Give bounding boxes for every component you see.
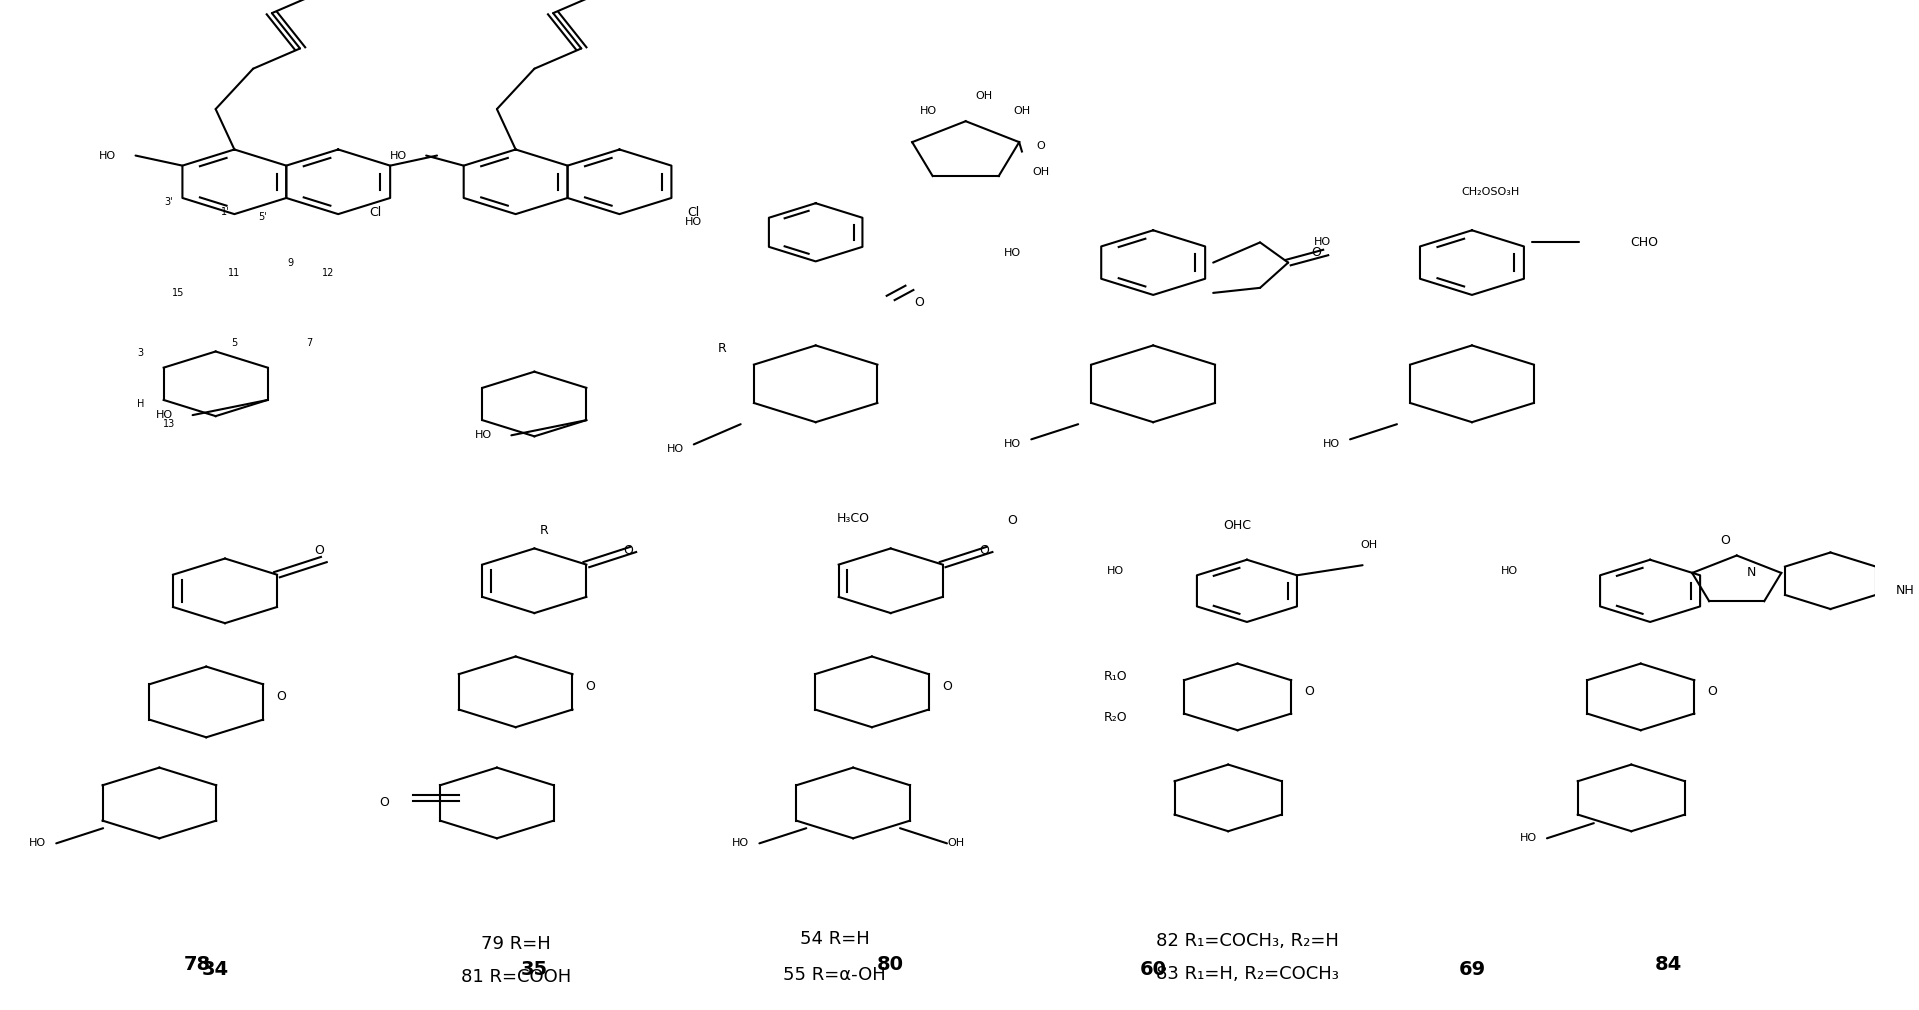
Text: HO: HO <box>1004 439 1021 449</box>
Text: OH: OH <box>948 838 965 848</box>
Text: OH: OH <box>1032 167 1050 177</box>
Text: O: O <box>585 681 595 693</box>
Text: OHC: OHC <box>1224 519 1251 531</box>
Text: 5: 5 <box>232 338 238 348</box>
Text: 80: 80 <box>877 955 904 974</box>
Text: HO: HO <box>666 444 683 454</box>
Text: HO: HO <box>100 150 115 161</box>
Text: 7: 7 <box>307 338 313 348</box>
Text: N: N <box>1746 567 1756 579</box>
Text: O: O <box>1036 141 1046 152</box>
Text: O: O <box>1311 246 1322 259</box>
Text: 55 R=α-OH: 55 R=α-OH <box>783 966 887 984</box>
Text: 3': 3' <box>165 197 173 207</box>
Text: OH: OH <box>977 91 992 101</box>
Text: O: O <box>942 681 952 693</box>
Text: 69: 69 <box>1458 961 1485 979</box>
Text: HO: HO <box>1501 566 1518 576</box>
Text: 54 R=H: 54 R=H <box>800 930 869 948</box>
Text: H: H <box>136 399 144 409</box>
Text: O: O <box>979 544 990 557</box>
Text: R: R <box>718 342 725 355</box>
Text: OH: OH <box>1013 106 1031 116</box>
Text: 84: 84 <box>1656 955 1683 974</box>
Text: R: R <box>539 524 549 536</box>
Text: R₂O: R₂O <box>1103 711 1128 723</box>
Text: HO: HO <box>919 106 936 116</box>
Text: 15: 15 <box>173 288 184 298</box>
Text: 5': 5' <box>259 212 267 222</box>
Text: HO: HO <box>155 410 173 420</box>
Text: 35: 35 <box>520 961 549 979</box>
Text: 34: 34 <box>201 961 228 979</box>
Text: CHO: CHO <box>1631 236 1658 248</box>
Text: HO: HO <box>390 150 407 161</box>
Text: O: O <box>1303 686 1315 698</box>
Text: 82 R₁=COCH₃, R₂=H: 82 R₁=COCH₃, R₂=H <box>1155 932 1338 950</box>
Text: HO: HO <box>733 838 748 848</box>
Text: 83 R₁=H, R₂=COCH₃: 83 R₁=H, R₂=COCH₃ <box>1155 965 1338 983</box>
Text: O: O <box>913 297 923 309</box>
Text: O: O <box>624 544 633 557</box>
Text: 12: 12 <box>322 268 334 278</box>
Text: 78: 78 <box>184 955 211 974</box>
Text: Cl: Cl <box>687 206 700 218</box>
Text: 1': 1' <box>221 207 230 217</box>
Text: 13: 13 <box>163 419 175 429</box>
Text: H₃CO: H₃CO <box>837 512 869 524</box>
Text: OH: OH <box>1361 540 1378 550</box>
Text: O: O <box>1708 686 1718 698</box>
Text: O: O <box>380 797 390 809</box>
Text: 79 R=H: 79 R=H <box>482 935 551 953</box>
Text: HO: HO <box>29 838 46 848</box>
Text: 11: 11 <box>228 268 240 278</box>
Text: HO: HO <box>474 430 491 440</box>
Text: HO: HO <box>685 217 702 227</box>
Text: HO: HO <box>1520 833 1537 843</box>
Text: 9: 9 <box>288 258 294 268</box>
Text: Cl: Cl <box>368 206 382 218</box>
Text: O: O <box>315 544 324 557</box>
Text: R₁O: R₁O <box>1103 671 1128 683</box>
Text: O: O <box>1007 514 1017 526</box>
Text: O: O <box>276 691 286 703</box>
Text: 60: 60 <box>1140 961 1167 979</box>
Text: HO: HO <box>1313 237 1330 247</box>
Text: HO: HO <box>1322 439 1339 449</box>
Text: HO: HO <box>1004 247 1021 258</box>
Text: 3: 3 <box>138 348 144 359</box>
Text: HO: HO <box>1107 566 1125 576</box>
Text: NH: NH <box>1896 585 1915 597</box>
Text: O: O <box>1719 534 1731 546</box>
Text: CH₂OSO₃H: CH₂OSO₃H <box>1462 187 1520 197</box>
Text: 81 R=COOH: 81 R=COOH <box>461 968 570 986</box>
